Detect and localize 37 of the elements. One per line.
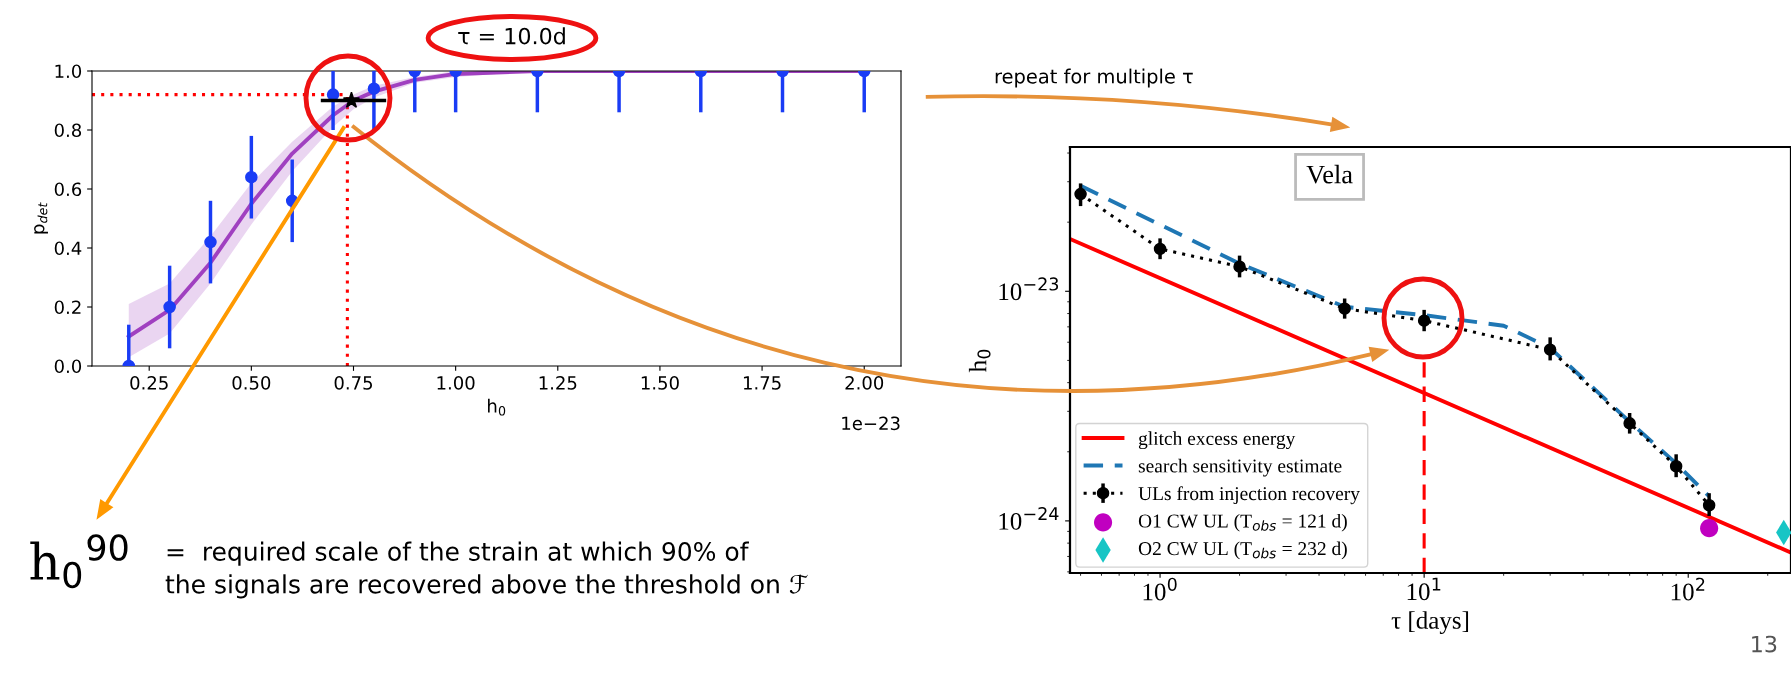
text: h$_{0}$$^{90}$ (30, 534, 128, 589)
y-tick-label: 0.0 (54, 359, 82, 374)
legend-label: O1 CW UL (T$_{obs}$ = 121 d) (1138, 513, 1347, 532)
text: τ = 10.0d (458, 27, 565, 45)
y-tick-label: 0.4 (54, 241, 82, 256)
x-tick-label: 10$^{0}$ (1143, 577, 1177, 601)
point (245, 170, 258, 184)
legend-label: O2 CW UL (T$_{obs}$ = 232 d) (1138, 541, 1347, 560)
y-tick-label: 1.0 (55, 64, 82, 79)
x-tick-label: 1.00 (437, 376, 475, 390)
text: 13 (1752, 635, 1777, 653)
y-tick-label: 0.8 (54, 123, 82, 138)
x-tick-label: 0.25 (130, 376, 168, 390)
y-axis-title: h$_{0}$ (968, 349, 991, 373)
point (204, 235, 217, 249)
text: 1e−23 (842, 416, 900, 431)
legend-label: ULs from injection recovery (1138, 486, 1360, 505)
text: repeat for multiple τ (995, 68, 1193, 88)
x-tick-label: 1.25 (539, 376, 577, 390)
x-tick-label: 0.75 (334, 376, 373, 390)
annotation: Vela (1306, 164, 1353, 184)
x-tick-label: 10$^{2}$ (1671, 577, 1705, 601)
y-tick-label: 10$^{−23}$ (999, 277, 1059, 301)
y-tick-label: 0.2 (54, 300, 81, 315)
y-axis-title: p$_{det}$ (34, 202, 48, 234)
y-tick-label: 0.6 (54, 182, 82, 197)
text: = required scale of the strain at which 90% of the signals are recovered above the threshold on ℱ (165, 541, 808, 599)
legend-label: glitch excess energy (1138, 431, 1296, 450)
x-tick-label: 1.75 (743, 376, 781, 390)
x-tick-label: 0.50 (232, 376, 271, 390)
x-tick-label: 2.00 (845, 376, 884, 390)
y-tick-label: 10$^{−24}$ (999, 506, 1059, 530)
x-axis-title: τ [days] (1391, 611, 1469, 635)
x-tick-label: 1.50 (641, 376, 679, 390)
x-tick-label: 10$^{1}$ (1407, 577, 1441, 601)
legend-label: search sensitivity estimate (1138, 458, 1342, 477)
x-axis-title: h$_{0}$ (488, 398, 506, 416)
